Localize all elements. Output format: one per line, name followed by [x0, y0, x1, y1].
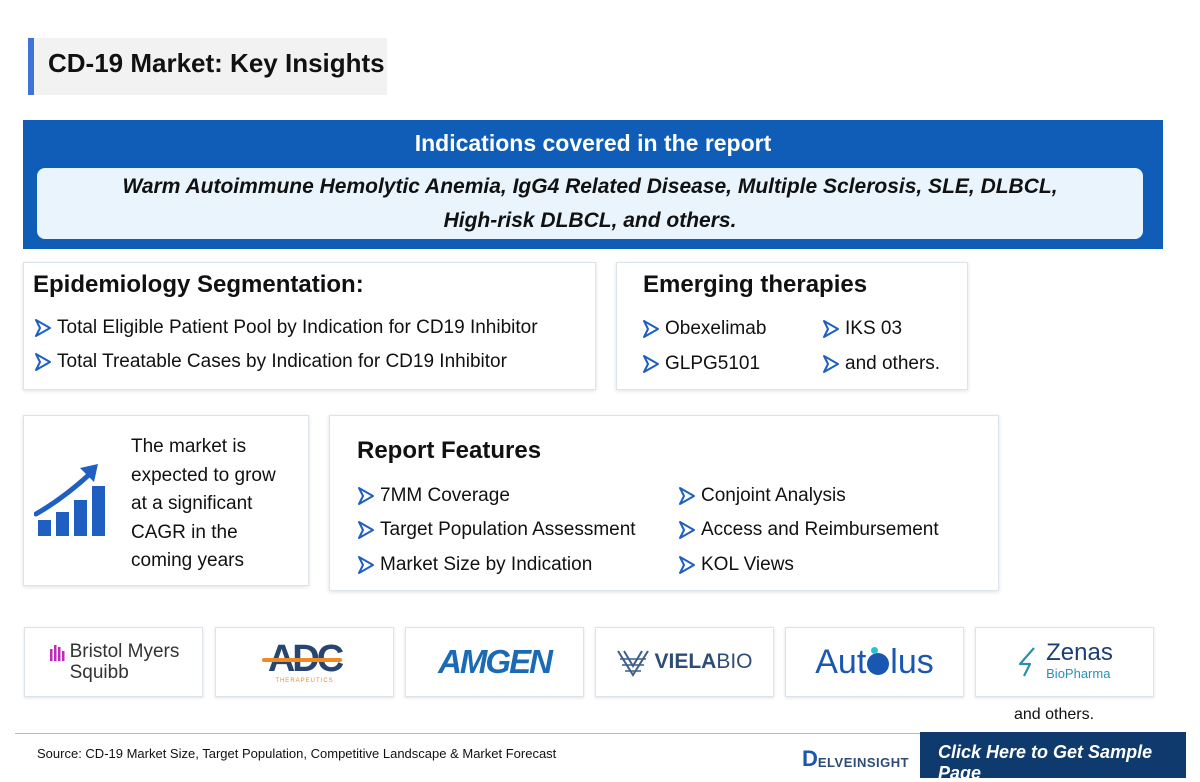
page-title: CD-19 Market: Key Insights: [48, 48, 385, 78]
sample-page-button[interactable]: Click Here to Get Sample Page: [920, 732, 1186, 782]
epidemiology-heading: Epidemiology Segmentation:: [33, 271, 364, 298]
feature-item: Access and Reimbursement: [677, 519, 939, 541]
logo-bristol-myers-squibb: Bristol Myers Squibb: [24, 627, 203, 697]
vielabio-wordmark-a: VIELA: [654, 650, 717, 673]
growth-text: The market is expected to grow at a sign…: [131, 436, 276, 571]
logo-adc-therapeutics: ADC THERAPEUTICS: [215, 627, 394, 697]
autolus-dot-icon: [867, 647, 890, 675]
sample-page-link[interactable]: Click Here to Get Sample Page: [938, 742, 1186, 782]
logos-and-others: and others.: [1014, 706, 1095, 723]
therapy-item: IKS 03: [821, 318, 902, 340]
logo-amgen: AMGEN: [405, 627, 584, 697]
market-growth-card: The market is expected to grow at a sign…: [23, 415, 309, 586]
chevron-right-icon: [35, 353, 51, 371]
epidemiology-item: Total Eligible Patient Pool by Indicatio…: [33, 317, 538, 339]
chevron-right-icon: [358, 556, 374, 574]
footer-divider: [15, 733, 920, 734]
bms-name-line-2: Squibb: [69, 662, 129, 683]
indications-list: Warm Autoimmune Hemolytic Anemia, IgG4 R…: [37, 168, 1143, 239]
amgen-wordmark: AMGEN: [438, 643, 553, 680]
report-features-heading: Report Features: [357, 437, 542, 464]
therapies-heading: Emerging therapies: [643, 271, 868, 298]
chevron-right-icon: [35, 319, 51, 337]
indications-line-2: High-risk DLBCL, and others.: [443, 209, 737, 232]
vielabio-mark-icon: [617, 650, 650, 677]
chevron-right-icon: [679, 556, 695, 574]
therapy-item: GLPG5101: [641, 353, 760, 375]
autolus-wordmark-b: lus: [890, 642, 934, 681]
therapy-item: and others.: [821, 353, 940, 375]
indications-panel: Indications covered in the report Warm A…: [23, 120, 1163, 249]
feature-item: Conjoint Analysis: [677, 485, 846, 507]
zenas-subtitle: BioPharma: [1046, 666, 1111, 681]
chevron-right-icon: [358, 521, 374, 539]
logo-zenas-biopharma: Zenas BioPharma: [975, 627, 1154, 697]
report-features-card: Report Features 7MM Coverage Conjoint An…: [329, 415, 999, 591]
chevron-right-icon: [643, 355, 659, 373]
logo-vielabio: VIELA BIO: [595, 627, 774, 697]
feature-item: KOL Views: [677, 554, 794, 576]
bms-mark-icon: [49, 645, 65, 661]
source-note: Source: CD-19 Market Size, Target Popula…: [37, 746, 557, 761]
growth-chart-icon: [34, 464, 105, 536]
feature-item: Market Size by Indication: [356, 554, 592, 576]
chevron-right-icon: [643, 320, 659, 338]
chevron-right-icon: [823, 355, 839, 373]
zenas-wordmark: Zenas: [1046, 639, 1113, 666]
delveinsight-wordmark: ELVEINSIGHT: [817, 755, 910, 770]
chevron-right-icon: [823, 320, 839, 338]
feature-item: Target Population Assessment: [356, 519, 636, 541]
adc-subtitle: THERAPEUTICS: [275, 678, 334, 684]
zenas-mark-icon: [1019, 647, 1035, 677]
autolus-wordmark-a: Aut: [815, 642, 867, 681]
chevron-right-icon: [679, 521, 695, 539]
bms-name-line-1: Bristol Myers: [69, 641, 180, 662]
indications-line-1: Warm Autoimmune Hemolytic Anemia, IgG4 R…: [122, 175, 1058, 198]
chevron-right-icon: [679, 487, 695, 505]
epidemiology-item: Total Treatable Cases by Indication for …: [33, 351, 507, 373]
title-box: CD-19 Market: Key Insights: [28, 38, 387, 95]
indications-heading: Indications covered in the report: [414, 130, 772, 156]
therapy-item: Obexelimab: [641, 318, 766, 340]
delveinsight-logo: D ELVEINSIGHT: [802, 746, 910, 771]
delveinsight-mark: D: [802, 746, 818, 771]
feature-item: 7MM Coverage: [356, 485, 510, 507]
chevron-right-icon: [358, 487, 374, 505]
vielabio-wordmark-b: BIO: [716, 650, 753, 673]
logo-autolus: Aut lus: [785, 627, 964, 697]
epidemiology-card: Epidemiology Segmentation: Total Eligibl…: [23, 262, 596, 390]
therapies-card: Emerging therapies Obexelimab IKS 03 GLP…: [616, 262, 968, 390]
